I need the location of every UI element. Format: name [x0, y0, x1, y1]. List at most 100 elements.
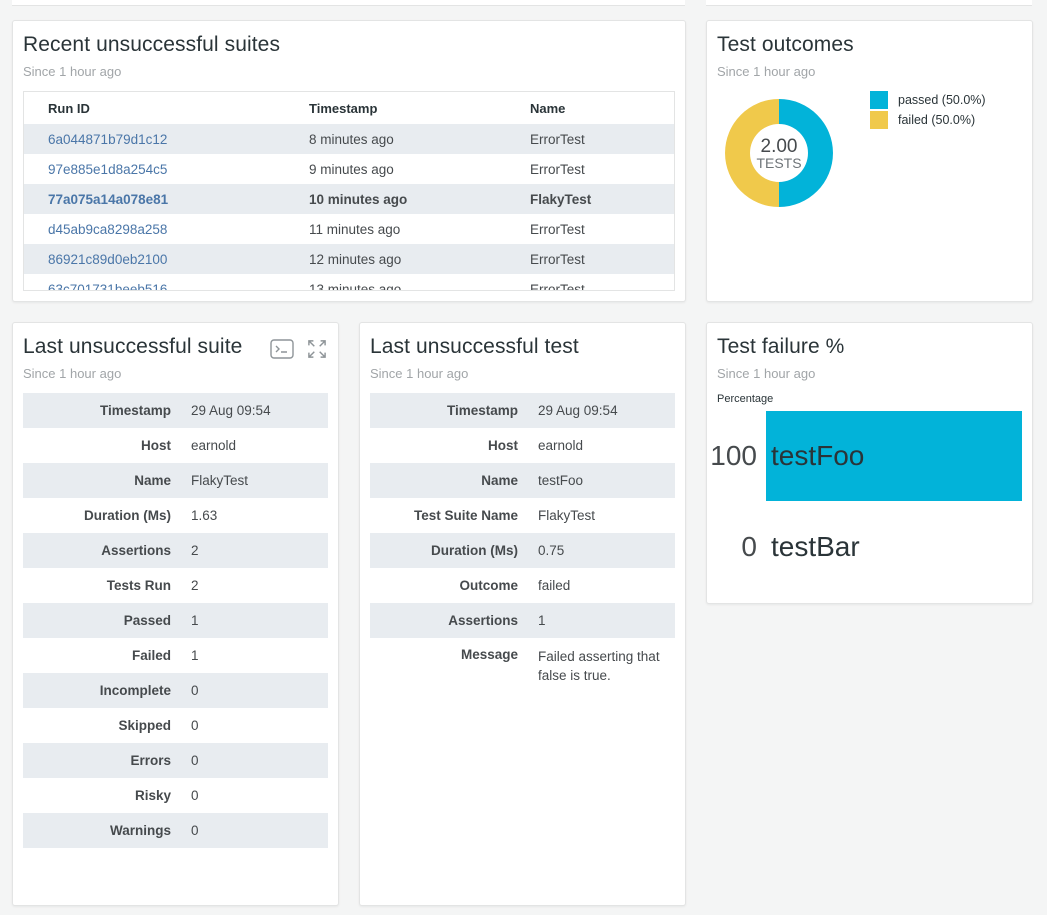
table-row[interactable]: 63c701731beeb516 13 minutes ago ErrorTes…	[24, 274, 674, 291]
bar-fill	[766, 411, 1022, 501]
detail-value: FlakyTest	[538, 508, 596, 523]
detail-row: Tests Run 2	[23, 568, 328, 603]
detail-key: Message	[460, 647, 518, 662]
table-row[interactable]: 86921c89d0eb2100 12 minutes ago ErrorTes…	[24, 244, 674, 274]
detail-row: Errors 0	[23, 743, 328, 778]
column-header-run-id[interactable]: Run ID	[48, 100, 90, 116]
widget-title: Recent unsuccessful suites	[23, 33, 281, 56]
run-id-link[interactable]: 63c701731beeb516	[48, 281, 168, 291]
name-cell: ErrorTest	[530, 251, 585, 267]
name-cell: ErrorTest	[530, 131, 585, 147]
name-cell: ErrorTest	[530, 221, 585, 237]
detail-row: Skipped 0	[23, 708, 328, 743]
donut-slice-failed[interactable]	[725, 99, 779, 207]
detail-value: 0	[191, 788, 199, 803]
detail-row: Host earnold	[370, 428, 675, 463]
detail-key: Errors	[130, 753, 171, 768]
detail-key: Outcome	[459, 578, 518, 593]
bar-row[interactable]: 0 testBar	[707, 502, 1032, 592]
widget-subtitle: Since 1 hour ago	[717, 64, 816, 79]
detail-value: FlakyTest	[191, 473, 249, 488]
timestamp-cell: 11 minutes ago	[309, 221, 401, 237]
detail-row: Name FlakyTest	[23, 463, 328, 498]
detail-key: Duration (Ms)	[84, 508, 171, 523]
detail-row: Assertions 1	[370, 603, 675, 638]
detail-key: Assertions	[448, 613, 518, 628]
detail-value: Failed asserting that false is true.	[538, 649, 660, 683]
widget-title: Last unsuccessful suite	[23, 335, 243, 358]
run-id-link[interactable]: 97e885e1d8a254c5	[48, 161, 168, 177]
detail-value: 0	[191, 683, 199, 698]
table-row-selected[interactable]: 77a075a14a078e81 10 minutes ago FlakyTes…	[24, 184, 674, 214]
bar-label: testFoo	[771, 440, 865, 471]
detail-key: Host	[488, 438, 518, 453]
bar-label: testBar	[771, 531, 860, 562]
timestamp-cell: 9 minutes ago	[309, 161, 394, 177]
legend-item-failed[interactable]: failed (50.0%)	[870, 110, 986, 130]
run-id-link[interactable]: 86921c89d0eb2100	[48, 251, 168, 267]
detail-row: Risky 0	[23, 778, 328, 813]
detail-value: testFoo	[538, 473, 584, 488]
suite-details-table: Timestamp 29 Aug 09:54 Host earnold Name Fl…	[23, 393, 328, 848]
detail-key: Skipped	[118, 718, 171, 733]
timestamp-cell: 8 minutes ago	[309, 131, 394, 147]
widget-title: Test failure %	[717, 335, 845, 358]
widget-subtitle: Since 1 hour ago	[23, 64, 122, 79]
last-suite-widget: Last unsuccessful suite Since 1 hour ago…	[12, 322, 339, 906]
timestamp-cell: 13 minutes ago	[309, 281, 402, 291]
bar-value: 0	[741, 531, 757, 562]
recent-suites-table[interactable]: Run ID Timestamp Name 6a044871b79d1c12 8…	[23, 91, 675, 291]
legend-swatch-passed	[870, 91, 888, 109]
detail-key: Failed	[131, 648, 171, 663]
bar-row[interactable]: 100 testFoo	[707, 411, 1032, 501]
detail-key: Duration (Ms)	[431, 543, 518, 558]
top-strip-segment	[706, 0, 1032, 6]
top-strip-segment	[12, 0, 685, 6]
detail-row: Outcome failed	[370, 568, 675, 603]
donut-slice-passed[interactable]	[779, 99, 833, 207]
table-row[interactable]: 6a044871b79d1c12 8 minutes ago ErrorTest	[24, 124, 674, 154]
widget-header-icons	[270, 339, 326, 359]
detail-key: Tests Run	[106, 578, 171, 593]
detail-value: 1	[191, 613, 199, 628]
name-cell: FlakyTest	[530, 191, 592, 207]
legend-item-passed[interactable]: passed (50.0%)	[870, 90, 986, 110]
detail-value: 0	[191, 718, 199, 733]
bar-value: 100	[710, 440, 757, 471]
detail-value: 29 Aug 09:54	[191, 403, 271, 418]
recent-suites-widget: Recent unsuccessful suites Since 1 hour …	[12, 20, 686, 302]
test-outcomes-widget: Test outcomes Since 1 hour ago 2.00 TEST…	[706, 20, 1033, 302]
test-details-table: Timestamp 29 Aug 09:54 Host earnold Name te…	[370, 393, 675, 685]
table-row[interactable]: d45ab9ca8298a258 11 minutes ago ErrorTes…	[24, 214, 674, 244]
terminal-icon[interactable]	[270, 339, 294, 359]
detail-row: Host earnold	[23, 428, 328, 463]
run-id-link[interactable]: d45ab9ca8298a258	[48, 221, 168, 237]
outcomes-donut-chart[interactable]: 2.00 TESTS	[724, 98, 834, 208]
detail-row: Duration (Ms) 1.63	[23, 498, 328, 533]
detail-key: Risky	[134, 788, 171, 803]
table-row[interactable]: 97e885e1d8a254c5 9 minutes ago ErrorTest	[24, 154, 674, 184]
detail-key: Host	[141, 438, 171, 453]
detail-row: Incomplete 0	[23, 673, 328, 708]
outcomes-legend: passed (50.0%) failed (50.0%)	[870, 90, 986, 130]
column-header-timestamp[interactable]: Timestamp	[309, 100, 378, 116]
detail-value: earnold	[191, 438, 237, 453]
run-id-link[interactable]: 77a075a14a078e81	[48, 191, 169, 207]
column-header-name[interactable]: Name	[530, 100, 566, 116]
detail-key: Warnings	[109, 823, 171, 838]
legend-label: passed (50.0%)	[898, 93, 986, 107]
detail-row: Message Failed asserting that false is tr…	[370, 638, 675, 685]
detail-row: Assertions 2	[23, 533, 328, 568]
detail-row: Failed 1	[23, 638, 328, 673]
detail-row: Timestamp 29 Aug 09:54	[370, 393, 675, 428]
detail-row: Name testFoo	[370, 463, 675, 498]
detail-value: failed	[538, 578, 571, 593]
detail-value: 0.75	[538, 543, 565, 558]
detail-row: Timestamp 29 Aug 09:54	[23, 393, 328, 428]
detail-value: 1	[538, 613, 546, 628]
timestamp-cell: 12 minutes ago	[309, 251, 402, 267]
run-id-link[interactable]: 6a044871b79d1c12	[48, 131, 168, 147]
widget-title: Last unsuccessful test	[370, 335, 579, 358]
expand-icon[interactable]	[308, 340, 326, 358]
test-failure-widget: Test failure % Since 1 hour ago Percenta…	[706, 322, 1033, 604]
